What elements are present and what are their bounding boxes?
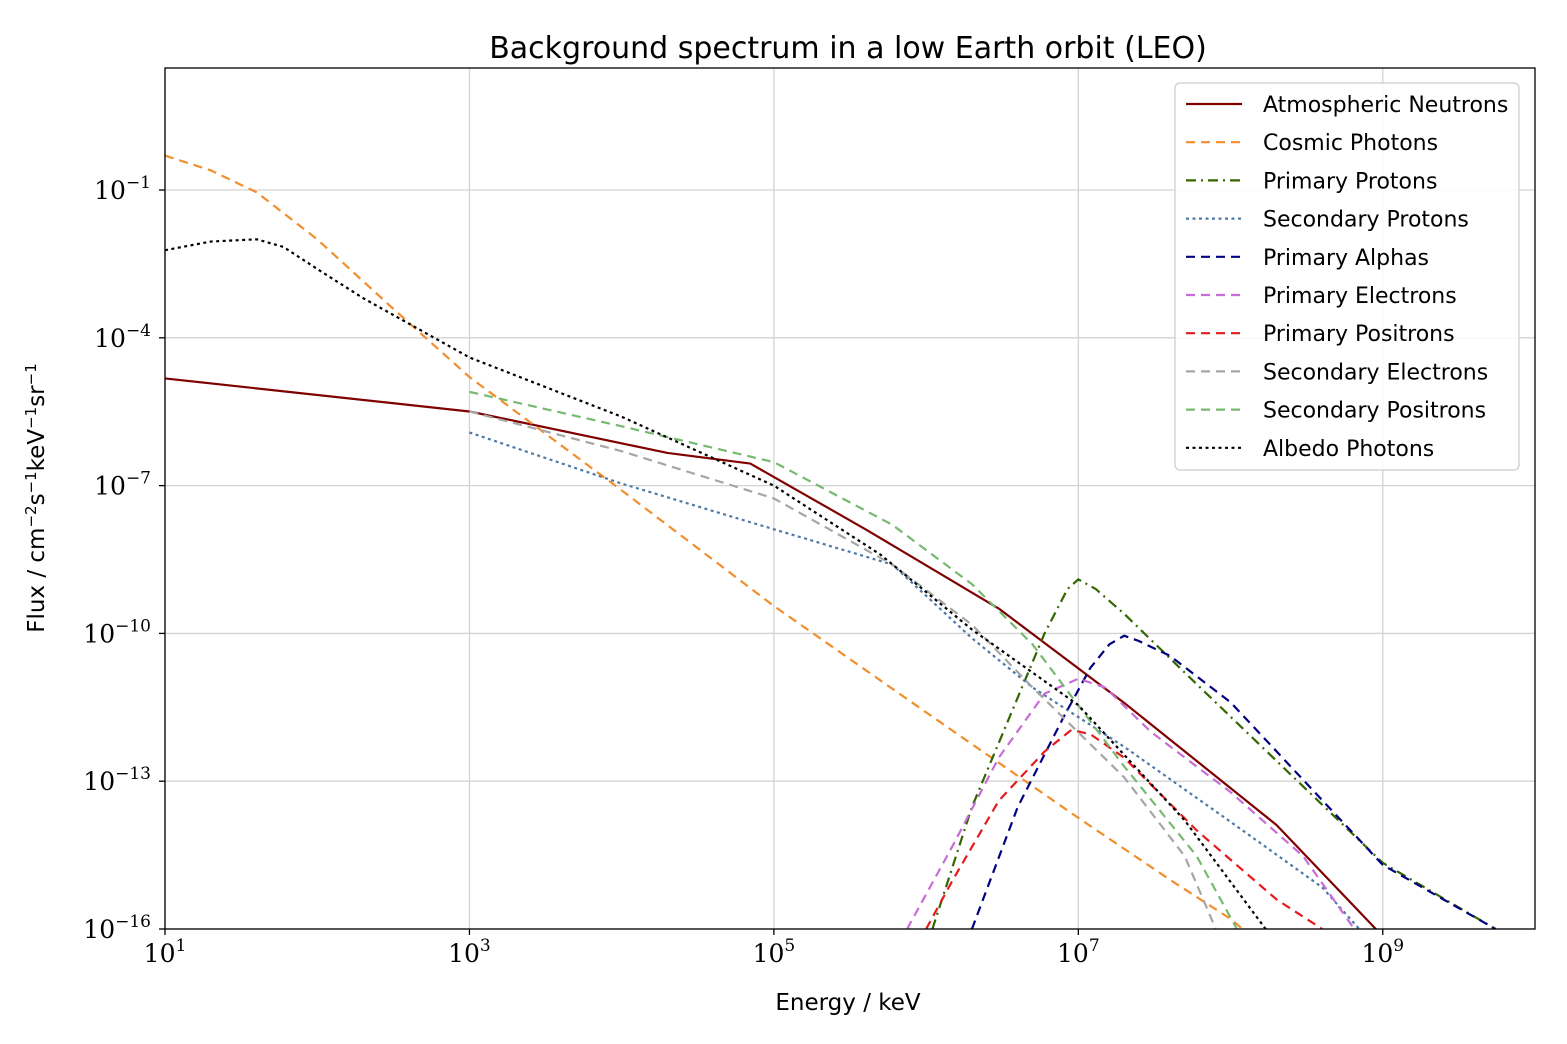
legend-label: Primary Positrons bbox=[1263, 322, 1455, 347]
legend-box bbox=[1174, 82, 1520, 471]
y-tick-label: 10−13 bbox=[83, 764, 151, 796]
legend-label: Secondary Electrons bbox=[1263, 360, 1488, 385]
series-line bbox=[165, 154, 1244, 929]
legend-label: Atmospheric Neutrons bbox=[1263, 93, 1508, 118]
axis-ticks bbox=[159, 189, 1384, 935]
legend: Atmospheric Neutrons Cosmic Photons Primar… bbox=[1174, 82, 1520, 471]
x-tick-labels: 101 103 105 107 109 bbox=[144, 936, 1404, 968]
x-tick-label: 101 bbox=[144, 936, 187, 968]
y-tick-labels: 10−1 10−4 10−7 10−10 10−13 10−16 bbox=[83, 173, 151, 944]
series-line bbox=[469, 410, 1217, 929]
series-line bbox=[469, 431, 1361, 929]
y-tick-label: 10−16 bbox=[83, 912, 151, 944]
legend-label: Secondary Protons bbox=[1263, 208, 1469, 233]
legend-label: Cosmic Photons bbox=[1263, 131, 1438, 156]
legend-label: Primary Protons bbox=[1263, 169, 1437, 194]
series-line bbox=[906, 677, 1356, 929]
series-line bbox=[469, 390, 1238, 929]
x-tick-label: 109 bbox=[1361, 936, 1404, 968]
series-line bbox=[165, 238, 1267, 929]
series-line bbox=[165, 377, 1377, 929]
plot-frame bbox=[164, 67, 1536, 930]
x-tick-label: 107 bbox=[1057, 936, 1100, 968]
legend-label: Albedo Photons bbox=[1263, 437, 1434, 462]
series-line bbox=[931, 578, 1497, 929]
series-line bbox=[925, 728, 1323, 929]
series-line bbox=[970, 634, 1497, 929]
legend-label: Primary Alphas bbox=[1263, 246, 1429, 271]
x-axis-label: Energy / keV bbox=[775, 990, 921, 1016]
legend-label: Primary Electrons bbox=[1263, 284, 1457, 309]
x-tick-label: 105 bbox=[753, 936, 796, 968]
y-axis-label: Flux / cm−2s−1keV−1sr−1 bbox=[22, 363, 50, 633]
legend-label: Secondary Positrons bbox=[1263, 399, 1486, 424]
series-lines bbox=[165, 154, 1497, 929]
y-tick-label: 10−1 bbox=[94, 173, 151, 205]
y-tick-label: 10−4 bbox=[94, 321, 151, 353]
x-tick-label: 103 bbox=[448, 936, 491, 968]
y-tick-label: 10−7 bbox=[94, 469, 151, 501]
chart-title: Background spectrum in a low Earth orbit… bbox=[489, 31, 1207, 66]
y-tick-label: 10−10 bbox=[83, 616, 151, 648]
